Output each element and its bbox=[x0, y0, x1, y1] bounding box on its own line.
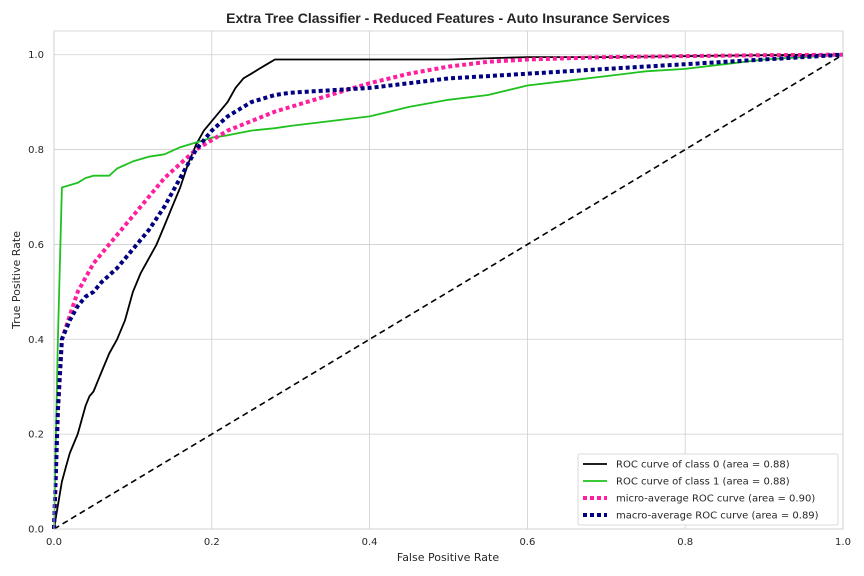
series-line-3 bbox=[52, 52, 844, 530]
series-line-1 bbox=[53, 53, 844, 530]
x-tick-label: 0.2 bbox=[204, 537, 220, 548]
series-line-2 bbox=[52, 52, 844, 530]
x-tick-labels: 0.0 0.2 0.4 0.6 0.8 1.0 bbox=[46, 537, 851, 548]
plot-lines bbox=[52, 52, 844, 530]
legend: ROC curve of class 0 (area = 0.88) ROC cu… bbox=[577, 453, 839, 526]
plot-frame bbox=[53, 30, 844, 530]
y-axis-label: True Positive Rate bbox=[10, 231, 23, 330]
y-tick-label: 0.4 bbox=[28, 335, 44, 346]
y-tick-label: 0.0 bbox=[28, 525, 44, 536]
y-tick-label: 1.0 bbox=[28, 50, 44, 61]
y-tick-label: 0.8 bbox=[28, 145, 44, 156]
legend-label: micro-average ROC curve (area = 0.90) bbox=[616, 494, 815, 505]
legend-box bbox=[577, 453, 839, 526]
chance-diagonal-line bbox=[53, 54, 844, 530]
legend-label: ROC curve of class 1 (area = 0.88) bbox=[616, 477, 790, 488]
chart-title: Extra Tree Classifier - Reduced Features… bbox=[226, 10, 670, 26]
x-tick-label: 0.8 bbox=[677, 537, 693, 548]
y-tick-label: 0.6 bbox=[28, 240, 44, 251]
series-line-0 bbox=[53, 53, 844, 530]
x-tick-label: 0.4 bbox=[362, 537, 378, 548]
y-tick-label: 0.2 bbox=[28, 430, 44, 441]
x-tick-label: 0.0 bbox=[46, 537, 62, 548]
legend-label: ROC curve of class 0 (area = 0.88) bbox=[616, 460, 790, 471]
x-tick-label: 0.6 bbox=[519, 537, 535, 548]
x-axis-label: False Positive Rate bbox=[397, 551, 499, 564]
x-tick-label: 1.0 bbox=[835, 537, 851, 548]
y-tick-labels: 0.0 0.2 0.4 0.6 0.8 1.0 bbox=[28, 50, 44, 535]
legend-label: macro-average ROC curve (area = 0.89) bbox=[616, 511, 819, 522]
